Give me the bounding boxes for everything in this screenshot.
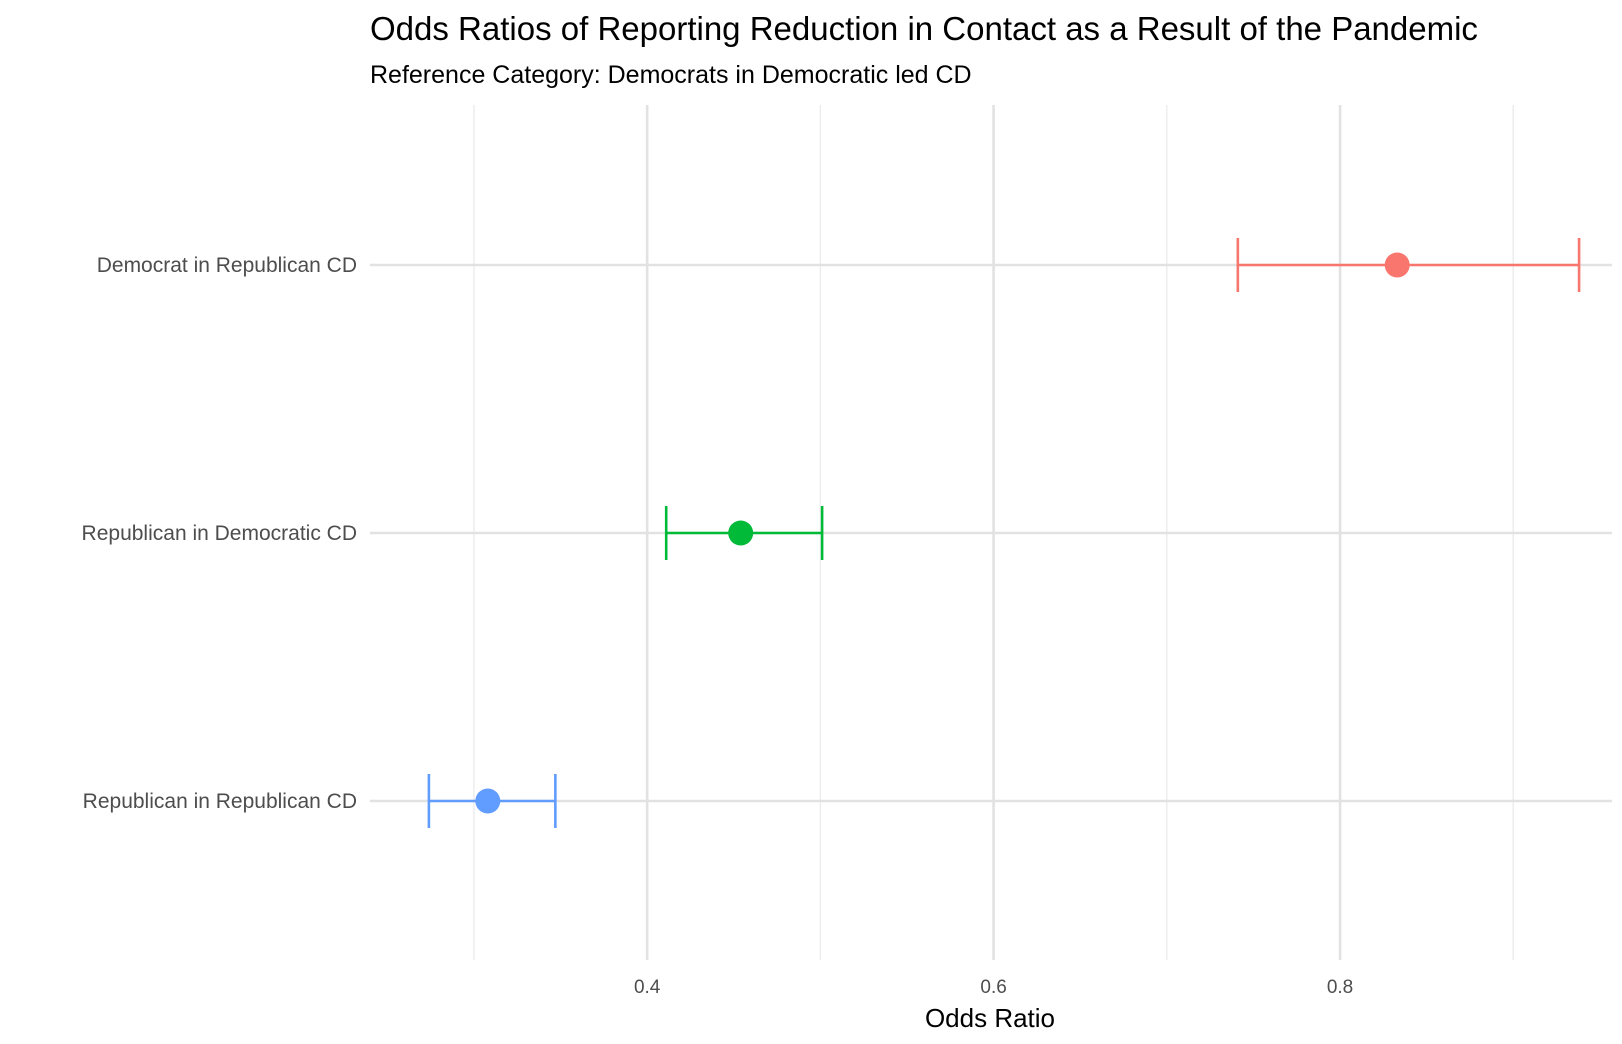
y-tick-label: Republican in Democratic CD (82, 522, 357, 545)
y-tick-label: Democrat in Republican CD (97, 254, 357, 277)
x-tick-label: 0.4 (634, 977, 661, 998)
y-axis-tick-labels: Democrat in Republican CD Republican in D… (82, 254, 357, 813)
x-tick-label: 0.8 (1327, 977, 1353, 998)
chart-subtitle: Reference Category: Democrats in Democra… (370, 61, 972, 89)
estimate-point (475, 788, 501, 814)
x-tick-label: 0.6 (980, 977, 1006, 998)
x-axis-label: Odds Ratio (925, 1003, 1055, 1033)
category-gridlines (370, 263, 1612, 803)
chart-title: Odds Ratios of Reporting Reduction in Co… (370, 10, 1478, 47)
estimate-point (728, 520, 754, 546)
x-axis-tick-labels: 0.4 0.6 0.8 (634, 977, 1353, 998)
y-tick-label: Republican in Republican CD (83, 790, 357, 813)
estimate-point (1384, 252, 1410, 278)
estimate-points (475, 252, 1410, 814)
